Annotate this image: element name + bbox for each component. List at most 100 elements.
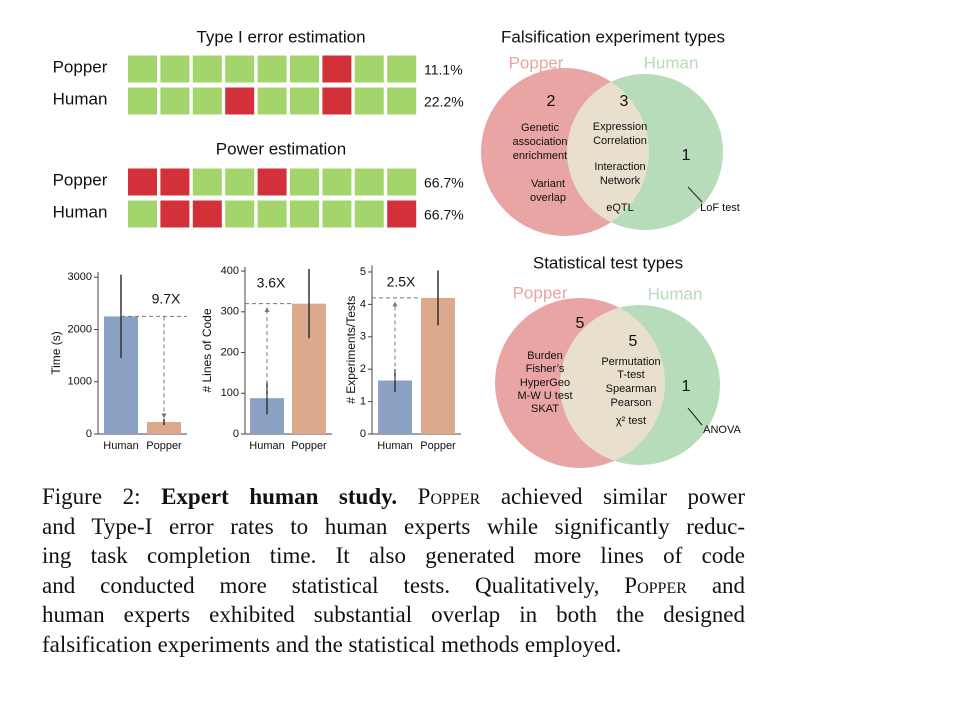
- rate-label: 11.1%: [424, 62, 463, 78]
- grid-cell: [354, 55, 384, 83]
- grid-cell: [322, 55, 352, 83]
- venn-overlap: [567, 74, 649, 230]
- region-item: HyperGeo: [520, 377, 570, 389]
- region-item: Burden: [527, 350, 562, 362]
- annotation: 9.7X: [152, 291, 181, 307]
- grid-cell: [322, 87, 352, 115]
- region-count: 5: [629, 333, 638, 350]
- region-item: T-test: [617, 369, 645, 381]
- region-item: association: [512, 136, 567, 148]
- caption-line: ing task completion time. It also genera…: [42, 541, 745, 571]
- grid-cell: [225, 87, 255, 115]
- grid-cell: [290, 55, 319, 83]
- callout: LoF test: [700, 202, 740, 214]
- row-label: Human: [53, 202, 108, 221]
- grid-cell: [160, 55, 190, 83]
- row-label: Popper: [53, 170, 108, 189]
- region-count: 1: [682, 378, 691, 395]
- grid-cell: [192, 87, 222, 115]
- row-label: Popper: [53, 57, 108, 76]
- grid-cell: [387, 87, 417, 115]
- caption-name: Popper: [417, 484, 481, 509]
- y-tick-label: 4: [360, 298, 366, 310]
- y-axis-label: Time (s): [49, 331, 63, 375]
- venn-title: Falsification experiment types: [501, 27, 725, 46]
- grid-cell: [257, 168, 287, 196]
- grid-cell: [128, 168, 157, 196]
- region-count: 1: [682, 147, 691, 164]
- grid-cell: [354, 87, 384, 115]
- grid-cell: [192, 168, 222, 196]
- rate-label: 66.7%: [424, 207, 464, 223]
- grid-cell: [225, 55, 255, 83]
- y-tick-label: 300: [221, 306, 239, 318]
- caption-text: and conducted more statistical tests. Qu…: [42, 572, 600, 598]
- annotation: 3.6X: [257, 275, 286, 291]
- caption-text: achieved similar power: [500, 484, 746, 509]
- grid-cell: [128, 200, 157, 228]
- bar: [147, 421, 181, 434]
- grid-cell: [354, 168, 384, 196]
- y-tick-label: 3: [360, 331, 366, 343]
- set-name: Human: [648, 284, 703, 303]
- grid-cell: [387, 200, 417, 228]
- grid-title: Type I error estimation: [196, 27, 365, 46]
- region-item: Fisher’s: [526, 363, 565, 375]
- y-tick-label: 2: [360, 363, 366, 375]
- caption-name: Popper: [624, 572, 687, 598]
- y-tick-label: 0: [233, 428, 239, 440]
- region-count: 5: [576, 315, 585, 332]
- grid-cell: [160, 168, 190, 196]
- region-item: Variant: [531, 178, 565, 190]
- region-count: 3: [620, 93, 629, 110]
- region-item: enrichment: [513, 150, 567, 162]
- y-tick-label: 0: [86, 428, 92, 440]
- region-item: Pearson: [611, 397, 652, 409]
- grid-cell: [322, 200, 352, 228]
- grid-cell: [160, 87, 190, 115]
- region-count: 2: [547, 93, 556, 110]
- y-tick-label: 5: [360, 266, 366, 278]
- caption-text: ing task completion time. It also genera…: [42, 543, 745, 569]
- caption-line: and Type-I error rates to human experts …: [42, 512, 745, 542]
- y-tick-label: 3000: [68, 271, 92, 283]
- caption-line: Figure 2: Expert human study. Popper ach…: [42, 482, 745, 512]
- region-item: Genetic: [521, 122, 559, 134]
- figure-label: Figure 2:: [42, 484, 141, 509]
- y-tick-label: 1: [360, 396, 366, 408]
- caption-line: human experts exhibited substantial over…: [42, 600, 745, 630]
- row-label: Human: [53, 89, 108, 108]
- grid-cell: [225, 200, 255, 228]
- grid-cell: [290, 168, 319, 196]
- region-item: M-W U test: [518, 390, 573, 402]
- caption-text: human experts exhibited substantial over…: [42, 602, 745, 628]
- grid-cell: [290, 87, 319, 115]
- set-name: Popper: [513, 283, 568, 302]
- grid-cell: [387, 55, 417, 83]
- annotation: 2.5X: [387, 274, 416, 290]
- grid-cell: [160, 200, 190, 228]
- caption-heading: Expert human study.: [161, 484, 398, 509]
- region-item: Interaction: [594, 161, 645, 173]
- rate-label: 66.7%: [424, 175, 464, 191]
- callout: ANOVA: [703, 424, 741, 436]
- x-tick-label: Popper: [146, 440, 182, 452]
- figure: Type I error estimation Popper 11.1% Human 2…: [49, 27, 742, 468]
- y-tick-label: 400: [221, 265, 239, 277]
- grid-cell: [290, 200, 319, 228]
- region-item: SKAT: [531, 403, 559, 415]
- y-axis-label: # Experiments/Tests: [344, 296, 358, 404]
- venn-title: Statistical test types: [533, 253, 683, 272]
- grid-cell: [192, 200, 222, 228]
- region-item: Expression: [593, 121, 647, 133]
- grid-cell: [192, 55, 222, 83]
- y-axis-label: # Lines of Code: [200, 308, 214, 392]
- venn-overlap: [560, 305, 665, 465]
- grid-cell: [257, 87, 287, 115]
- rate-label: 22.2%: [424, 94, 464, 110]
- caption-text: and: [711, 572, 746, 598]
- y-tick-label: 2000: [68, 323, 92, 335]
- region-item: χ² test: [616, 415, 646, 427]
- caption-text: falsification experiments and the statis…: [42, 631, 622, 657]
